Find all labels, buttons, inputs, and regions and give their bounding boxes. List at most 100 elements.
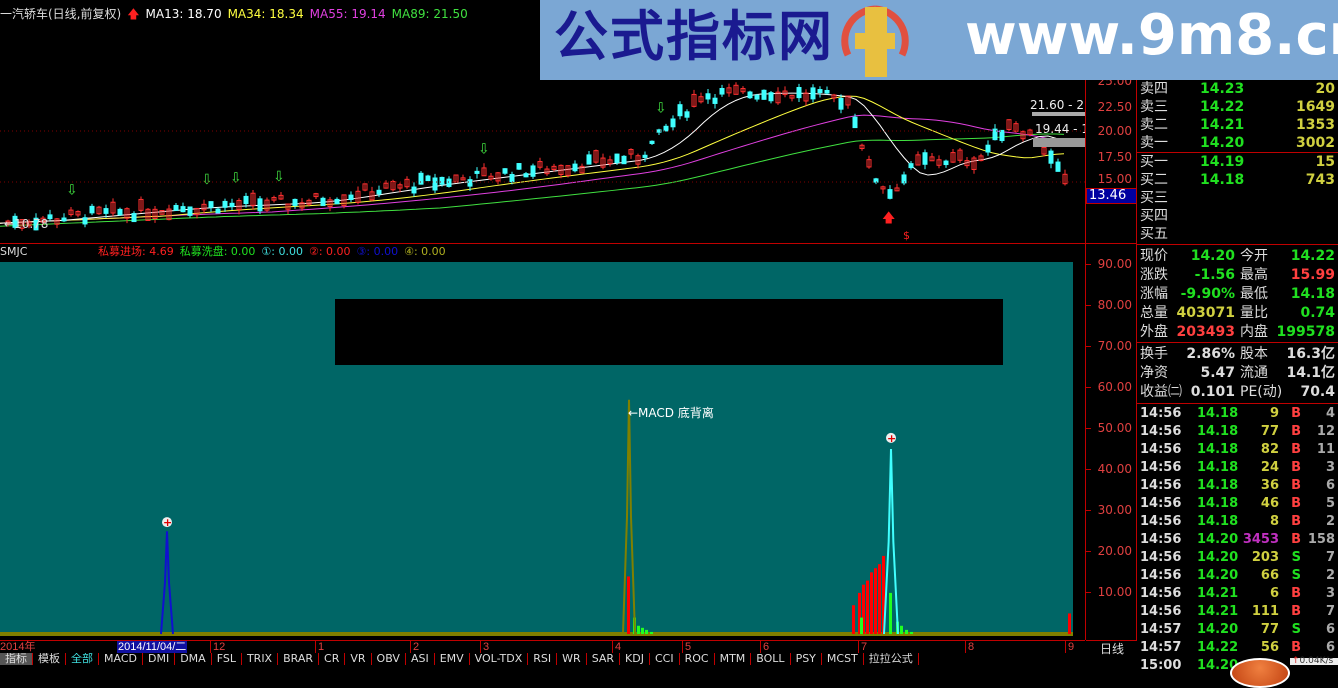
tab-0[interactable]: 指标 (0, 653, 33, 665)
candle-body (971, 157, 977, 170)
month-label: 2 (410, 641, 419, 653)
tick-row: 14:56 14.18 36 B 6 (1140, 478, 1335, 493)
candle-body (1055, 161, 1061, 172)
indicator-bar (637, 625, 640, 634)
tab-10[interactable]: VR (345, 653, 372, 665)
indicator-header: SMJC 私募进场: 4.69 私募洗盘: 0.00 ①: 0.00 ②: 0.00 ③… (0, 245, 446, 259)
indicator-bar (870, 572, 873, 634)
tab-13[interactable]: EMV (435, 653, 470, 665)
candle-body (446, 178, 452, 187)
tab-23[interactable]: PSY (791, 653, 822, 665)
candle-body (880, 186, 886, 190)
indicator-name[interactable]: SMJC (0, 245, 28, 258)
fundamental-row: 收益㈡ 0.101 PE(动) 70.4 (1140, 384, 1335, 400)
tab-24[interactable]: MCST (822, 653, 864, 665)
tab-18[interactable]: KDJ (620, 653, 650, 665)
indicator-tick: 70.00 (1097, 339, 1132, 353)
candle-body (992, 128, 998, 141)
tab-15[interactable]: RSI (528, 653, 558, 665)
black-overlay-box (335, 299, 1003, 365)
tab-8[interactable]: BRAR (278, 653, 320, 665)
quote-panel: 卖四 14.23 20 卖三 14.22 1649 卖二 14.21 1353 卖一 14.20 30… (1137, 0, 1338, 688)
candle-body (264, 199, 270, 211)
candle-body (26, 221, 32, 227)
price-tick: 17.50 (1097, 150, 1132, 164)
period-label[interactable]: 日线 (1100, 642, 1125, 656)
indicator-plot: ++ (0, 399, 1073, 636)
tab-1[interactable]: 模板 (33, 653, 66, 665)
tab-7[interactable]: TRIX (242, 653, 279, 665)
order-book-row: 买一 14.19 15 (1140, 154, 1335, 170)
tick-row: 14:56 14.21 6 B 3 (1140, 586, 1335, 601)
tab-14[interactable]: VOL-TDX (470, 653, 529, 665)
indicator-tick: 50.00 (1097, 421, 1132, 435)
tab-3[interactable]: MACD (99, 653, 143, 665)
tab-19[interactable]: CCI (650, 653, 680, 665)
tab-5[interactable]: DMA (175, 653, 212, 665)
tab-17[interactable]: SAR (587, 653, 621, 665)
ma89-label: MA89: 21.50 (391, 7, 468, 21)
month-label: 1 (315, 641, 324, 653)
indicator-panel[interactable]: + + ←MACD 底背离 (0, 262, 1073, 636)
candle-body (670, 118, 676, 128)
tab-12[interactable]: ASI (406, 653, 435, 665)
tab-16[interactable]: WR (557, 653, 587, 665)
candle-body (180, 206, 186, 213)
date-axis: 2014年 2014/11/04/二 12 1 2 3 4 5 6 7 8 9 (0, 640, 1085, 653)
up-arrow-icon: 🡅 (882, 211, 895, 226)
order-book-row: 买四 (1140, 208, 1168, 224)
candle-body (313, 193, 319, 198)
banner-url: www.9m8.cn (965, 3, 1338, 68)
tick-mark (1086, 387, 1091, 388)
indicator-tick: 90.00 (1097, 257, 1132, 271)
candle-body (579, 165, 585, 174)
candle-body (131, 213, 137, 223)
candle-body (852, 116, 858, 129)
candle-body (103, 208, 109, 214)
range-label-1: 21.60 - 21 (1030, 98, 1085, 112)
indicator-tick: 20.00 (1097, 544, 1132, 558)
indicator-bar (905, 629, 908, 634)
tick-row: 14:56 14.20 203 S 7 (1140, 550, 1335, 565)
month-label: 4 (612, 641, 621, 653)
price-tick: 15.00 (1097, 172, 1132, 186)
tab-6[interactable]: FSL (212, 653, 242, 665)
candle-body (327, 199, 333, 208)
price-chart[interactable]: 一汽轿车(日线,前复权) 🡅 MA13: 18.70 MA34: 18.34 MA55:… (0, 0, 1085, 244)
indicator-value: ②: 0.00 (308, 245, 351, 258)
month-label: 6 (760, 641, 769, 653)
tab-2[interactable]: 全部 (66, 653, 99, 665)
candle-body (999, 129, 1005, 142)
indicator-bar (858, 592, 861, 634)
tick-mark (1086, 510, 1091, 511)
ma55-label: MA55: 19.14 (309, 7, 386, 21)
candle-body (222, 200, 228, 208)
candle-body (152, 208, 158, 219)
ma-line (0, 133, 1065, 227)
candle-body (334, 198, 340, 205)
tab-11[interactable]: OBV (372, 653, 406, 665)
macd-divergence-annotation: ←MACD 底背离 (628, 406, 714, 420)
tab-25[interactable]: 拉拉公式 (864, 653, 919, 665)
candle-body (551, 165, 557, 170)
candle-body (173, 204, 179, 211)
indicator-bar (645, 629, 648, 634)
candle-body (110, 201, 116, 214)
tab-22[interactable]: BOLL (751, 653, 791, 665)
candle-body (1048, 150, 1054, 164)
tab-21[interactable]: MTM (715, 653, 752, 665)
candle-body (439, 176, 445, 185)
candle-body (782, 90, 788, 96)
candle-body (159, 210, 165, 215)
candle-body (950, 152, 956, 163)
tab-9[interactable]: CR (319, 653, 346, 665)
tick-row: 14:56 14.18 77 B 12 (1140, 424, 1335, 439)
ma34-label: MA34: 18.34 (227, 7, 304, 21)
candle-body (306, 199, 312, 205)
net-speed-ball[interactable] (1230, 658, 1290, 688)
month-label: 9 (1065, 641, 1074, 653)
tab-4[interactable]: DMI (143, 653, 176, 665)
tab-20[interactable]: ROC (680, 653, 715, 665)
candle-body (117, 208, 123, 216)
tick-mark (1086, 551, 1091, 552)
